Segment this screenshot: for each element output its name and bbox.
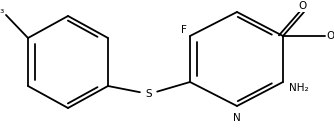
Text: CH₃: CH₃: [0, 5, 5, 15]
Text: O: O: [298, 1, 307, 11]
Text: NH₂: NH₂: [289, 83, 309, 93]
Text: S: S: [146, 89, 152, 99]
Text: N: N: [233, 113, 241, 123]
Text: OH: OH: [327, 31, 334, 41]
Text: F: F: [181, 25, 187, 35]
